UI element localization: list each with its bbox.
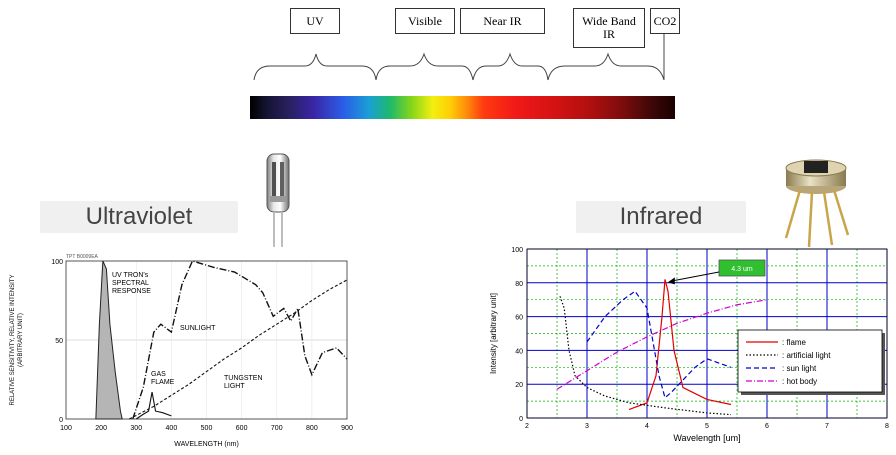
uv-x-tick-label: 200: [95, 425, 107, 432]
ir-legend-label-sun-light: : sun light: [782, 364, 817, 373]
spectrum-label-uv: UV: [290, 8, 340, 34]
uv-tron-annotation-line3: RESPONSE: [112, 288, 151, 295]
spectrum-label-visible: Visible: [395, 8, 455, 34]
sunlight-series-line: [132, 260, 348, 420]
uv-chart-code: TPT B0009EA: [66, 254, 99, 260]
uv-tron-annotation-line1: UV TRON's: [112, 272, 149, 279]
sunlight-annotation: SUNLIGHT: [180, 325, 216, 332]
ir-legend-label-artificial-light: : artificial light: [782, 351, 831, 360]
ir-x-axis-label: Wavelength [um]: [673, 433, 740, 443]
uv-x-tick-label: 100: [60, 425, 72, 432]
uv-x-tick-label: 500: [201, 425, 213, 432]
tungsten-series-line: [128, 279, 348, 420]
tungsten-annotation-line2: LIGHT: [224, 383, 245, 390]
ir-y-tick-label: 80: [515, 281, 523, 288]
ir-series-flame: [628, 279, 732, 411]
uv-tron-response-area: [95, 260, 123, 420]
ir-legend-label-flame: : flame: [782, 338, 807, 347]
ir-peak-annotation-text: 4.3 um: [731, 266, 753, 273]
uv-x-tick-label: 800: [306, 425, 318, 432]
color-spectrum-bar: [250, 96, 675, 119]
ir-sensor-image: [784, 159, 850, 248]
uv-y-axis-label: RELATIVE SENSITIVITY, RELATIVE INTENSITY: [10, 274, 16, 405]
uv-y-axis-label-unit: (ARBITRARY UNIT): [18, 313, 24, 367]
uv-x-tick-label: 300: [130, 425, 142, 432]
ir-x-tick-label: 5: [705, 423, 709, 430]
section-title-ultraviolet: Ultraviolet: [40, 201, 238, 233]
ir-peak-arrowhead: [667, 277, 675, 285]
ir-x-tick-label: 4: [645, 423, 649, 430]
ir-legend-box: [737, 329, 883, 393]
ir-series-artificial-light: [559, 296, 732, 416]
ir-x-tick-label: 7: [825, 423, 829, 430]
ir-series-hot-body: [556, 299, 768, 390]
uv-y-tick-label: 50: [55, 338, 63, 345]
uv-tron-tube-image: [266, 153, 290, 247]
tungsten-annotation-line1: TUNGSTEN: [224, 375, 263, 382]
ir-y-tick-label: 40: [515, 348, 523, 355]
ir-y-tick-label: 0: [519, 416, 523, 423]
ir-x-tick-label: 3: [585, 423, 589, 430]
uv-x-axis-label: WAVELENGTH (nm): [174, 441, 239, 448]
spectrum-label-wide-band-ir: Wide Band IR: [573, 8, 645, 48]
uv-tron-annotation-line2: SPECTRAL: [112, 280, 149, 287]
gas-flame-series-line: [135, 392, 172, 420]
section-title-infrared: Infrared: [576, 201, 746, 233]
uv-y-tick-label: 100: [51, 259, 63, 266]
ir-y-tick-label: 100: [511, 247, 523, 254]
ir-y-tick-label: 60: [515, 315, 523, 322]
uv-x-tick-label: 400: [166, 425, 178, 432]
ir-x-tick-label: 2: [525, 423, 529, 430]
ir-x-tick-label: 6: [765, 423, 769, 430]
ir-legend-label-hot-body: : hot body: [782, 377, 817, 386]
uv-plot-frame: [65, 260, 348, 420]
ir-y-tick-label: 20: [515, 382, 523, 389]
ir-peak-annotation-box: [718, 259, 766, 277]
spectrum-braces: [253, 34, 665, 81]
gas-flame-annotation-line1: GAS: [151, 371, 166, 378]
ir-y-axis-label: Intensity [arbitrary unit]: [489, 293, 498, 374]
uv-x-tick-label: 700: [271, 425, 283, 432]
gas-flame-annotation-line2: FLAME: [151, 379, 175, 386]
uv-x-tick-label: 600: [236, 425, 248, 432]
ir-peak-arrow: [669, 271, 720, 282]
ir-plot-frame: [526, 248, 888, 419]
uv-x-tick-label: 900: [341, 425, 353, 432]
uv-y-tick-label: 0: [59, 417, 63, 424]
ir-x-tick-label: 8: [885, 423, 889, 430]
spectrum-label-co2: CO2: [650, 8, 680, 34]
spectrum-label-near-ir: Near IR: [460, 8, 545, 34]
